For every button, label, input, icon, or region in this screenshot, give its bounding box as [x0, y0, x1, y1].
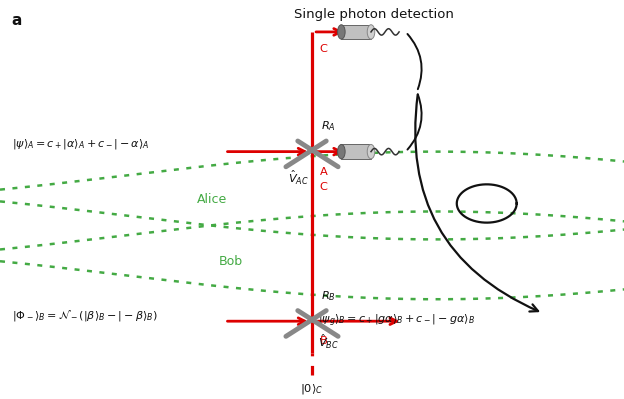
Text: $|\Phi_-\rangle_B = \mathcal{N}_-(|\beta\rangle_B - |-\beta\rangle_B)$: $|\Phi_-\rangle_B = \mathcal{N}_-(|\beta…: [12, 308, 158, 323]
Ellipse shape: [338, 144, 345, 159]
Text: A: A: [319, 167, 327, 177]
Text: a: a: [11, 13, 22, 28]
Text: $|\psi\rangle_A = c_+ |\alpha\rangle_A + c_- |-\alpha\rangle_A$: $|\psi\rangle_A = c_+ |\alpha\rangle_A +…: [12, 136, 150, 151]
Ellipse shape: [338, 25, 345, 39]
Text: $|0\rangle_C$: $|0\rangle_C$: [300, 382, 324, 396]
Text: B: B: [319, 336, 327, 346]
Text: Bob: Bob: [219, 255, 243, 269]
Text: $R_B$: $R_B$: [321, 289, 336, 303]
Bar: [341, 25, 371, 39]
Bar: [341, 144, 371, 159]
Text: $\hat{V}_{BC}$: $\hat{V}_{BC}$: [318, 333, 339, 351]
Text: $|\psi_g\rangle_B = c_+ |g\alpha\rangle_B + c_- |-g\alpha\rangle_B$: $|\psi_g\rangle_B = c_+ |g\alpha\rangle_…: [318, 313, 475, 330]
Ellipse shape: [368, 25, 375, 39]
Text: C: C: [319, 44, 328, 54]
Text: C: C: [319, 182, 328, 192]
Ellipse shape: [368, 144, 375, 159]
Text: $\hat{V}_{AC}$: $\hat{V}_{AC}$: [288, 169, 309, 188]
Text: Single photon detection: Single photon detection: [295, 8, 454, 21]
Text: Alice: Alice: [197, 194, 227, 207]
Text: $R_A$: $R_A$: [321, 120, 336, 134]
